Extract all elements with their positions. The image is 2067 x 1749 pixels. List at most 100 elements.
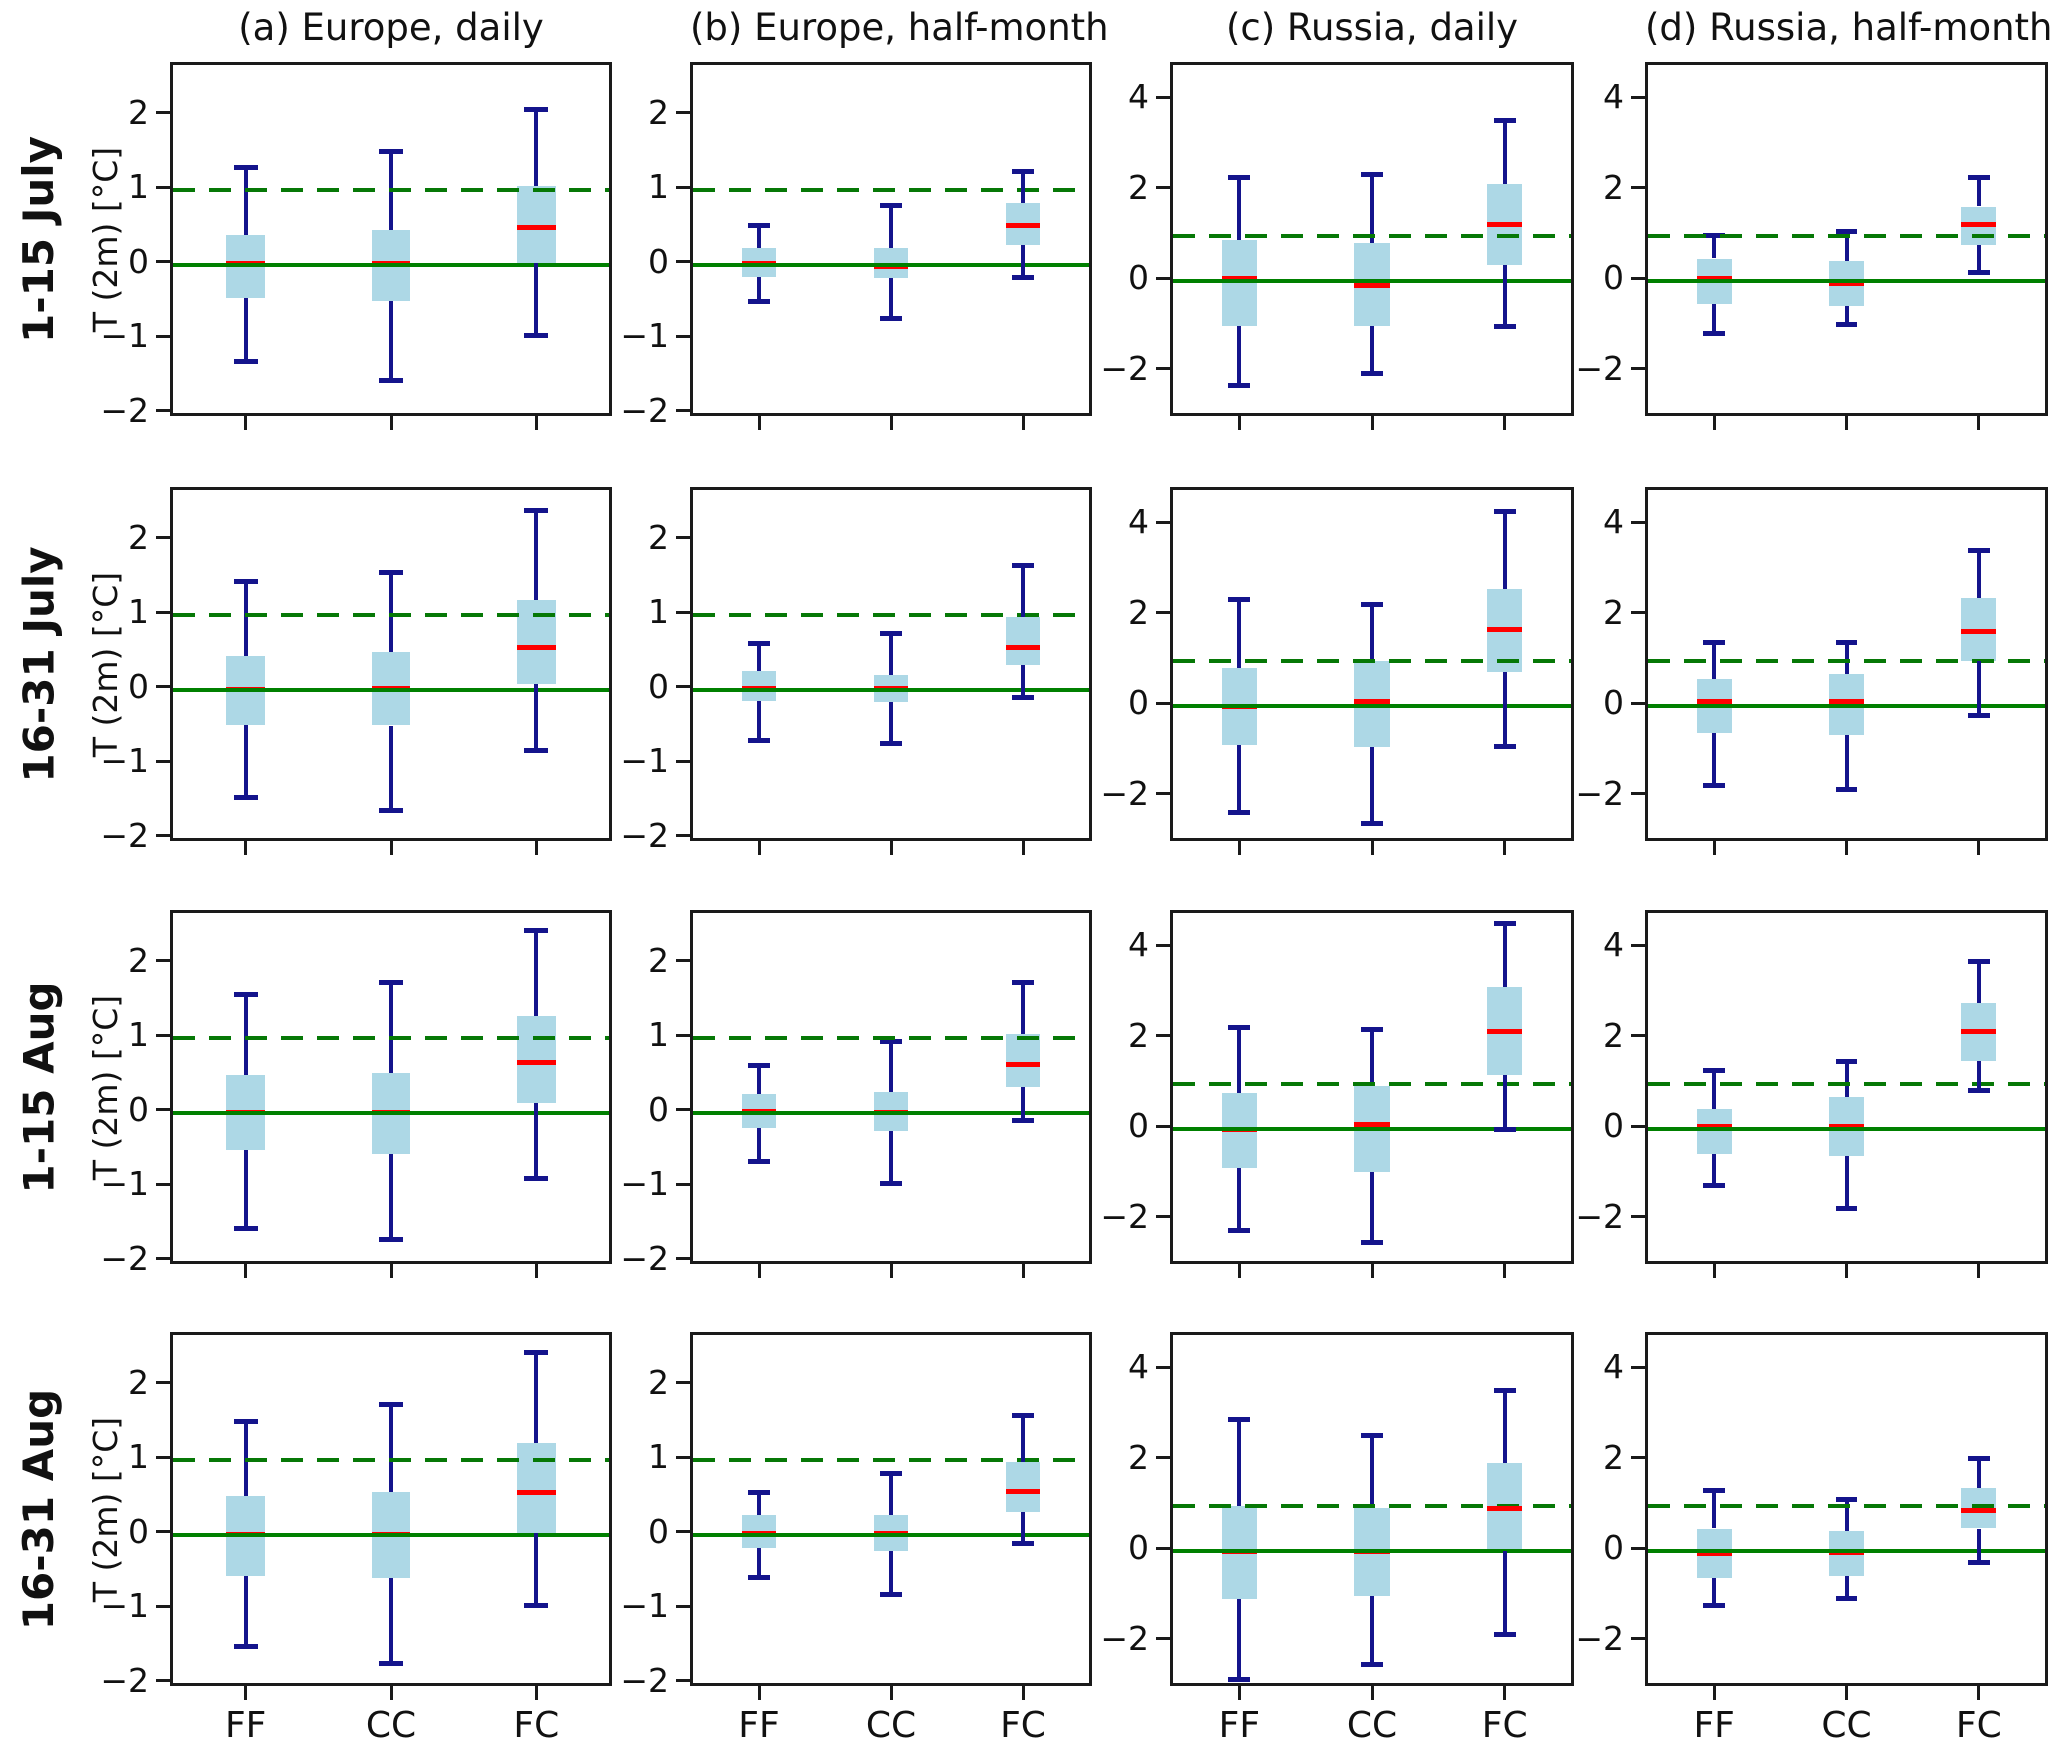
boxplot-panel-a-row2: −2 −1 0 1 2 xyxy=(100,487,612,855)
y-tick-mark xyxy=(156,536,170,540)
whisker-upper-CC xyxy=(889,1041,893,1092)
median-line-FC xyxy=(1961,1029,1997,1035)
y-tick-label: −2 xyxy=(620,815,669,855)
x-tick-mark xyxy=(1845,1686,1848,1700)
threshold-reference-line xyxy=(173,1036,609,1041)
boxplot-panel-d-row4: −2 0 2 4 FF CC FC xyxy=(1575,1332,2048,1746)
whisker-lower-FF xyxy=(1712,1578,1717,1606)
x-tick-mark xyxy=(1370,416,1374,430)
y-tick-mark xyxy=(156,1108,170,1112)
whisker-lower-FF xyxy=(243,1149,248,1229)
zero-reference-line xyxy=(693,1110,1089,1115)
y-tick-mark xyxy=(676,334,690,338)
whisker-cap-upper-CC xyxy=(880,631,902,637)
x-tick-mark xyxy=(1021,1686,1025,1700)
whisker-upper-FC xyxy=(534,1352,539,1444)
zero-reference-line xyxy=(693,1532,1089,1537)
whisker-lower-FF xyxy=(1712,303,1717,334)
x-tick-mark xyxy=(1237,416,1241,430)
whisker-cap-upper-CC xyxy=(379,148,403,154)
median-line-FC xyxy=(1961,629,1997,634)
median-line-FC xyxy=(1005,1489,1041,1494)
whisker-cap-upper-FC xyxy=(1012,979,1034,985)
whisker-cap-lower-FC xyxy=(1493,1632,1516,1638)
whisker-cap-lower-CC xyxy=(379,377,403,383)
boxplot-panel-a-row1: −2 −1 0 1 2 xyxy=(100,62,612,430)
whisker-cap-lower-CC xyxy=(1835,321,1858,327)
x-tick-label-FF: FF xyxy=(224,1705,267,1746)
whisker-upper-FF xyxy=(1712,235,1717,259)
whisker-cap-lower-FF xyxy=(233,1644,258,1650)
y-tick-mark xyxy=(1631,1546,1645,1550)
zero-reference-line xyxy=(1648,704,2045,709)
x-tick-mark xyxy=(534,841,538,855)
y-tick-label: 0 xyxy=(128,666,149,706)
y-tick-mark xyxy=(1156,1637,1170,1641)
whisker-upper-CC xyxy=(1844,1499,1849,1531)
x-tick-mark xyxy=(1977,416,1981,430)
column-title-a: (a) Europe, daily xyxy=(238,6,544,49)
x-tick-mark xyxy=(534,1264,538,1278)
x-tick-mark xyxy=(757,1264,761,1278)
y-tick-label: −2 xyxy=(1100,1196,1149,1236)
y-tick-mark xyxy=(156,834,170,838)
y-tick-mark xyxy=(156,185,170,189)
y-tick-mark xyxy=(1631,611,1645,615)
y-tick-label: 1 xyxy=(648,1437,669,1477)
whisker-cap-lower-FF xyxy=(1228,1228,1251,1234)
whisker-upper-FF xyxy=(757,643,761,672)
whisker-lower-CC xyxy=(1844,305,1849,325)
y-tick-mark xyxy=(676,409,690,413)
whisker-cap-lower-FC xyxy=(1493,1126,1516,1132)
x-tick-mark xyxy=(1712,1686,1716,1700)
y-tick-mark xyxy=(156,1182,170,1186)
whisker-cap-upper-FF xyxy=(748,641,770,647)
whisker-lower-FC xyxy=(1976,1528,1981,1563)
whisker-lower-CC xyxy=(389,725,393,811)
y-tick-mark xyxy=(156,1033,170,1037)
whisker-upper-CC xyxy=(1370,604,1374,661)
y-tick-label: 2 xyxy=(1128,592,1149,632)
x-tick-mark xyxy=(1503,1264,1507,1278)
whisker-upper-FC xyxy=(1502,120,1507,184)
median-line-FC xyxy=(1487,626,1523,632)
whisker-cap-lower-CC xyxy=(1835,1205,1858,1211)
whisker-cap-lower-CC xyxy=(1835,1596,1858,1602)
y-tick-mark xyxy=(1156,1034,1170,1038)
y-tick-label: −2 xyxy=(620,1238,669,1278)
whisker-cap-lower-FF xyxy=(233,1225,258,1231)
threshold-reference-line xyxy=(693,188,1089,193)
whisker-cap-lower-FC xyxy=(1493,744,1516,750)
x-tick-mark xyxy=(757,1686,761,1700)
whisker-cap-upper-FF xyxy=(748,222,770,228)
whisker-cap-lower-CC xyxy=(880,1591,902,1597)
y-tick-label: −1 xyxy=(100,741,149,781)
whisker-cap-lower-FF xyxy=(233,359,258,365)
whisker-upper-FC xyxy=(1021,1415,1025,1462)
whisker-lower-CC xyxy=(1370,326,1374,374)
whisker-cap-upper-FF xyxy=(748,1063,770,1069)
median-line-FC xyxy=(1005,1061,1041,1067)
x-tick-mark xyxy=(1021,841,1025,855)
y-tick-label: 4 xyxy=(1603,77,1624,117)
y-tick-label: 2 xyxy=(1603,592,1624,632)
threshold-reference-line xyxy=(1648,658,2045,663)
x-tick-mark xyxy=(889,1686,893,1700)
y-tick-label: 0 xyxy=(128,1511,149,1551)
x-tick-mark xyxy=(1845,416,1848,430)
whisker-cap-upper-CC xyxy=(1361,601,1383,607)
whisker-lower-FC xyxy=(1502,265,1507,327)
whisker-cap-upper-FC xyxy=(524,1349,549,1355)
median-line-FF xyxy=(1696,699,1732,705)
y-tick-label: 0 xyxy=(128,1089,149,1129)
whisker-lower-FC xyxy=(1976,1061,1981,1091)
x-tick-label-FC: FC xyxy=(1955,1705,2002,1746)
whisker-cap-upper-FF xyxy=(1703,1487,1725,1493)
whisker-cap-lower-FC xyxy=(524,1175,549,1181)
zero-reference-line xyxy=(1648,1549,2045,1554)
y-tick-mark xyxy=(1631,186,1645,190)
y-tick-mark xyxy=(676,959,690,963)
y-tick-label: 0 xyxy=(1128,258,1149,298)
y-tick-mark xyxy=(1156,611,1170,615)
y-tick-mark xyxy=(1631,367,1645,371)
